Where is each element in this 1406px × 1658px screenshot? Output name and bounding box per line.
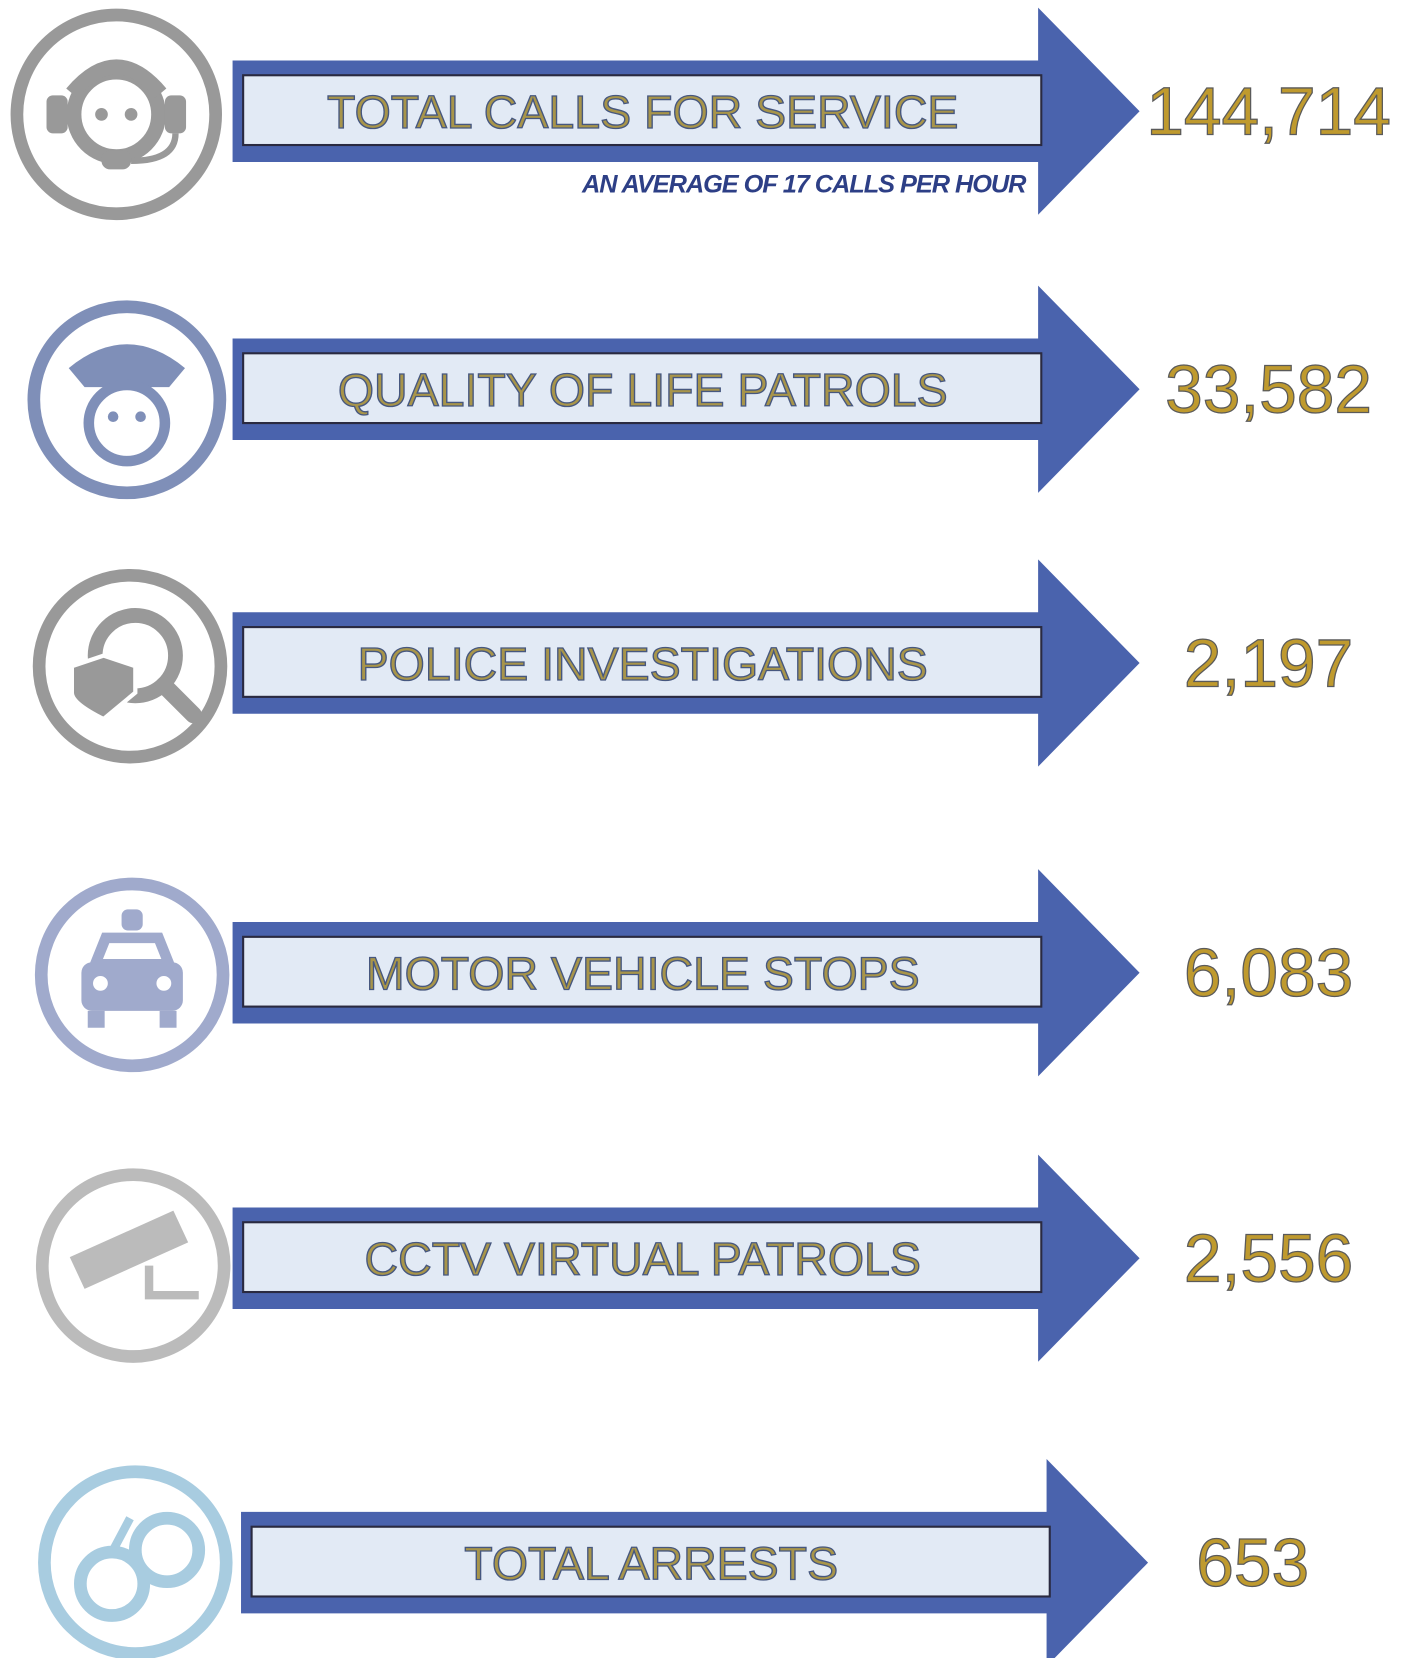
- row-value: 144,714: [1146, 74, 1391, 149]
- officer-icon: [27, 300, 227, 500]
- car-icon: [34, 877, 230, 1073]
- handcuffs-icon: [38, 1465, 233, 1658]
- label-box: [242, 74, 1043, 147]
- row-label: POLICE INVESTIGATIONS: [358, 638, 928, 690]
- row-note: AN AVERAGE OF 17 CALLS PER HOUR: [581, 171, 1027, 199]
- label-box: [242, 935, 1043, 1008]
- investigation-icon: [32, 568, 228, 764]
- row-label: TOTAL ARRESTS: [464, 1538, 838, 1590]
- headset-icon: [10, 8, 222, 221]
- label-box: [250, 1525, 1051, 1598]
- row-value: 653: [1196, 1526, 1309, 1601]
- row-value: 33,582: [1165, 352, 1372, 427]
- row-label: TOTAL CALLS FOR SERVICE: [327, 86, 958, 138]
- label-box: [242, 352, 1043, 425]
- cctv-icon: [35, 1168, 231, 1363]
- row-value: 2,197: [1184, 626, 1353, 701]
- row-label: MOTOR VEHICLE STOPS: [366, 948, 920, 1000]
- row-label: QUALITY OF LIFE PATROLS: [338, 364, 948, 416]
- row-value: 6,083: [1184, 936, 1353, 1011]
- row-value: 2,556: [1184, 1221, 1353, 1296]
- label-box: [242, 1221, 1043, 1294]
- label-box: [242, 626, 1043, 698]
- row-label: CCTV VIRTUAL PATROLS: [365, 1233, 921, 1285]
